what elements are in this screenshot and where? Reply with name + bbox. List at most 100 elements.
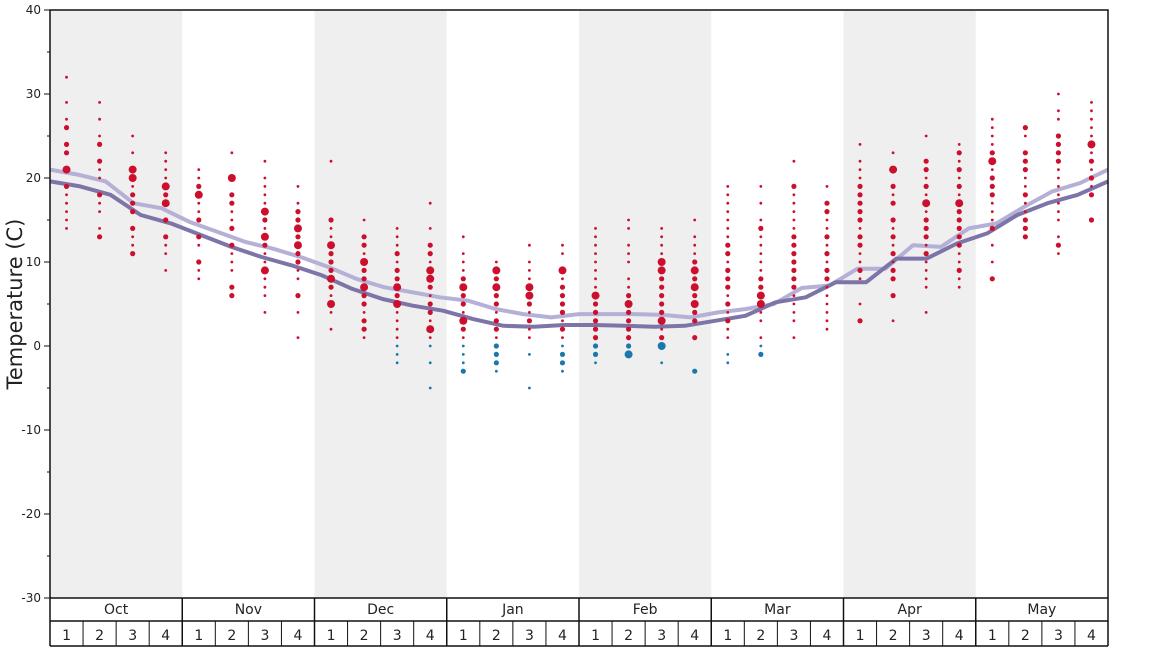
temperature-point [395, 353, 399, 356]
temperature-point [693, 243, 697, 247]
temperature-point [559, 351, 566, 357]
temperature-point [130, 251, 136, 257]
temperature-point [197, 277, 201, 281]
week-label: 3 [128, 628, 137, 644]
temperature-point [759, 260, 763, 264]
temperature-point [395, 344, 399, 348]
temperature-point [461, 260, 465, 264]
temperature-point [726, 311, 730, 314]
temperature-point [559, 293, 566, 299]
y-axis-label: Temperature (C) [3, 219, 27, 391]
temperature-point [494, 369, 498, 373]
week-label: 1 [459, 628, 468, 644]
temperature-point [759, 252, 763, 256]
temperature-point [692, 293, 698, 299]
y-tick-label: 0 [33, 339, 41, 353]
temperature-point [493, 301, 499, 307]
temperature-point [528, 336, 531, 339]
temperature-point [161, 182, 170, 191]
temperature-point [759, 336, 763, 339]
week-label: 2 [360, 628, 369, 644]
temperature-point [395, 235, 399, 239]
temperature-point [957, 143, 961, 146]
temperature-point [260, 266, 269, 275]
temperature-point [328, 217, 334, 223]
temperature-point [361, 267, 367, 273]
week-label: 1 [723, 628, 732, 644]
temperature-point [857, 209, 863, 215]
temperature-point [1022, 225, 1028, 231]
temperature-point [923, 167, 929, 173]
temperature-point [263, 227, 267, 230]
temperature-point [791, 234, 797, 240]
temperature-point [295, 251, 301, 257]
temperature-point [592, 351, 599, 357]
temperature-point [263, 294, 267, 297]
temperature-point [1057, 92, 1060, 96]
temperature-point [890, 234, 896, 240]
month-label: Jan [501, 602, 524, 618]
temperature-point [295, 234, 301, 240]
temperature-point [923, 225, 929, 231]
temperature-point [559, 326, 566, 332]
temperature-point [262, 217, 268, 223]
temperature-point [98, 101, 101, 104]
temperature-point [758, 276, 764, 282]
temperature-point [758, 284, 764, 290]
temperature-point [1057, 210, 1060, 214]
temperature-point [230, 260, 234, 264]
temperature-point [561, 319, 564, 323]
temperature-point [890, 276, 896, 282]
temperature-point [858, 252, 862, 256]
temperature-point [1055, 133, 1062, 139]
month-label: Feb [633, 602, 658, 618]
week-label: 2 [889, 628, 898, 644]
temperature-point [989, 175, 995, 181]
temperature-point [759, 344, 763, 348]
temperature-point [990, 218, 994, 222]
temperature-point [196, 183, 202, 189]
temperature-point [98, 134, 101, 138]
temperature-point [1023, 201, 1027, 205]
temperature-point [528, 269, 531, 272]
temperature-point [561, 277, 564, 281]
temperature-point [361, 234, 367, 240]
temperature-point [989, 183, 995, 189]
temperature-point [591, 291, 600, 300]
temperature-point [96, 158, 103, 164]
temperature-point [693, 235, 697, 239]
temperature-point [660, 235, 664, 239]
temperature-point [131, 235, 135, 239]
temperature-point [229, 284, 235, 290]
temperature-point [990, 260, 994, 264]
temperature-point [197, 168, 201, 172]
temperature-point [561, 243, 564, 247]
temperature-point [1090, 168, 1093, 172]
temperature-point [493, 326, 499, 332]
temperature-point [494, 336, 498, 339]
temperature-point [461, 311, 465, 314]
temperature-point [825, 327, 829, 331]
temperature-point [65, 117, 68, 121]
temperature-point [692, 259, 698, 265]
temperature-point [956, 209, 962, 215]
temperature-point [1090, 134, 1093, 138]
temperature-point [362, 336, 366, 339]
temperature-point [825, 218, 829, 222]
temperature-point [1022, 167, 1028, 173]
temperature-point [128, 174, 137, 182]
temperature-point [561, 336, 564, 339]
week-label: 2 [227, 628, 236, 644]
temperature-point [957, 252, 961, 256]
temperature-point [164, 159, 168, 163]
temperature-point [594, 277, 597, 281]
temperature-point [891, 227, 895, 230]
temperature-point [726, 235, 730, 239]
temperature-point [361, 276, 367, 282]
temperature-point [131, 185, 135, 188]
temperature-points [62, 75, 1096, 390]
temperature-point [1023, 185, 1027, 188]
month-band [314, 10, 447, 598]
temperature-point [726, 260, 730, 264]
temperature-point [924, 134, 928, 138]
